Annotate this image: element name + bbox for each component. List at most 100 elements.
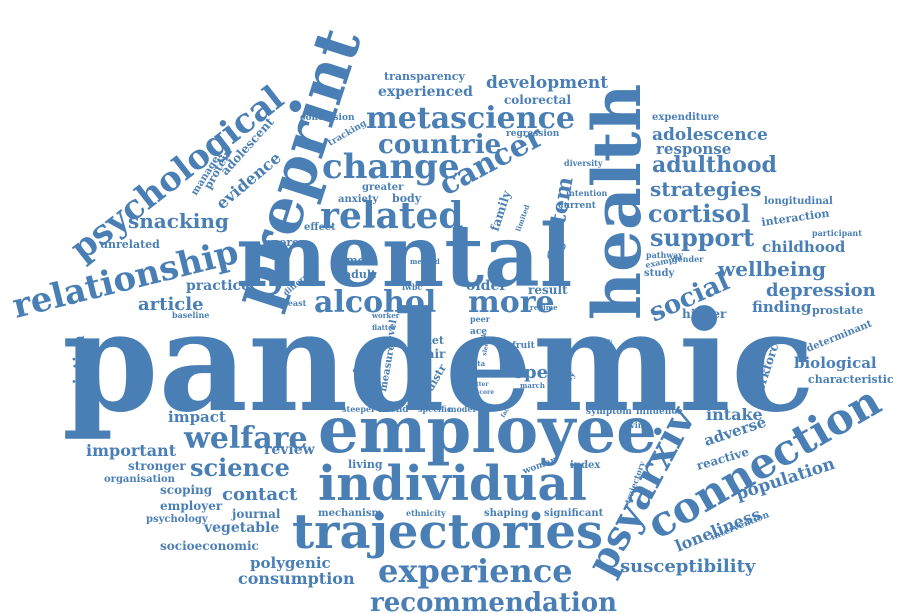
word-diversity: diversity: [564, 158, 603, 168]
word-model: model: [448, 404, 476, 414]
word-friend: friend: [378, 405, 409, 415]
word-adult: adult: [344, 268, 377, 281]
word-anxiety: anxiety: [338, 194, 379, 205]
word-biological: biological: [794, 354, 877, 372]
word-most: most: [346, 254, 377, 267]
word-method: method: [410, 257, 440, 266]
word-intake: intake: [706, 405, 763, 424]
word-score: score: [476, 389, 494, 396]
word-longitudinal: longitudinal: [764, 196, 833, 207]
word-trajectories: trajectories: [292, 504, 603, 560]
word-health: health: [578, 84, 656, 320]
word-significant: significant: [544, 508, 604, 519]
word-employer: employer: [160, 499, 223, 513]
word-metascience: metascience: [366, 101, 575, 136]
word-shaping: shaping: [484, 508, 528, 519]
word-regression: regression: [506, 129, 560, 139]
word-flatter: flatter: [372, 323, 397, 332]
word-period: period: [369, 341, 380, 364]
word-current: current: [558, 201, 597, 211]
word-review: review: [264, 442, 316, 458]
word-related: related: [320, 195, 464, 237]
word-experienced: experienced: [378, 84, 473, 100]
word-association: association: [70, 335, 88, 430]
word-stronger: stronger: [128, 459, 186, 473]
word-gender: gender: [672, 254, 704, 264]
word-poorer: poorer: [264, 236, 305, 249]
word-higher: higher: [682, 307, 727, 321]
word-organisation: organisation: [104, 474, 176, 485]
word-alcohol: alcohol: [314, 285, 436, 320]
word-wellbeing: wellbeing: [717, 257, 826, 281]
word-result: result: [528, 283, 568, 297]
word-journal: journal: [231, 507, 281, 521]
word-welfare: welfare: [183, 421, 308, 456]
word-article: article: [138, 294, 204, 315]
word-psychology: psychology: [146, 514, 209, 525]
word-interaction: interaction: [761, 207, 831, 229]
word-more: more: [468, 285, 555, 320]
word-ace: ace: [470, 327, 487, 337]
word-important: important: [86, 441, 177, 460]
word-sleep: sleep: [481, 338, 491, 356]
word-data: data: [468, 359, 486, 368]
word-regime: regime: [530, 303, 558, 312]
word-mechanism: mechanism: [318, 508, 382, 519]
word-intention: intention: [566, 188, 608, 198]
word-breast: breast: [278, 298, 307, 308]
word-polygenic: polygenic: [250, 554, 331, 572]
word-individual: individual: [318, 456, 587, 512]
word-worker: worker: [371, 311, 400, 320]
word-mass: mass: [466, 349, 476, 372]
word-influence: influence: [636, 407, 683, 417]
word-baseline: baseline: [172, 310, 209, 320]
word-finding: finding: [752, 298, 812, 316]
word-socioeconomic: socioeconomic: [160, 539, 259, 553]
word-body: body: [392, 192, 422, 205]
word-prostate: prostate: [812, 304, 863, 317]
word-scoping: scoping: [160, 483, 213, 497]
word-pandemic: pandemic: [62, 280, 815, 443]
word-development: development: [486, 73, 608, 93]
word-science: science: [190, 453, 290, 482]
word-steeper: steeper: [342, 404, 376, 414]
word-participant: participant: [812, 228, 862, 238]
word-greater: greater: [362, 182, 404, 193]
word-susceptibility: susceptibility: [620, 556, 756, 577]
word-living-2: living: [624, 420, 650, 430]
word-determinant: determinant: [805, 318, 874, 354]
word-colorectal: colorectal: [504, 93, 571, 107]
word-risk: risk: [479, 332, 488, 347]
word-consumption: consumption: [238, 569, 355, 588]
word-expenditure: expenditure: [652, 112, 719, 123]
word-childhood: childhood: [762, 238, 846, 256]
word-unrelated: unrelated: [100, 238, 160, 251]
word-adulthood: adulthood: [652, 152, 777, 178]
word-characteristic: characteristic: [808, 373, 894, 386]
word-increase: increase: [703, 339, 717, 396]
word-lwbc: lwbc: [402, 282, 423, 292]
word-level: level: [384, 319, 399, 347]
word-peer: peer: [470, 314, 491, 324]
word-support: support: [650, 223, 754, 252]
word-better: better: [468, 381, 489, 388]
word-ethnicity: ethnicity: [406, 508, 446, 518]
word-impact: impact: [168, 408, 226, 426]
word-strategies: strategies: [650, 177, 762, 201]
word-study: study: [644, 268, 676, 279]
word-recommendation: recommendation: [370, 588, 617, 613]
word-index: index: [570, 460, 601, 471]
word-change: change: [322, 147, 460, 187]
word-pathway: pathway: [646, 250, 683, 260]
word-cortisol: cortisol: [648, 199, 750, 228]
word-experience: experience: [378, 552, 573, 590]
word-open: open: [512, 362, 561, 383]
word-practice: practice: [186, 278, 250, 294]
word-countrie: countrie: [378, 130, 501, 160]
word-fruit: fruit: [512, 341, 536, 351]
word-contact: contact: [222, 484, 298, 505]
word-depression: depression: [766, 280, 876, 301]
word-living: living: [348, 458, 383, 471]
